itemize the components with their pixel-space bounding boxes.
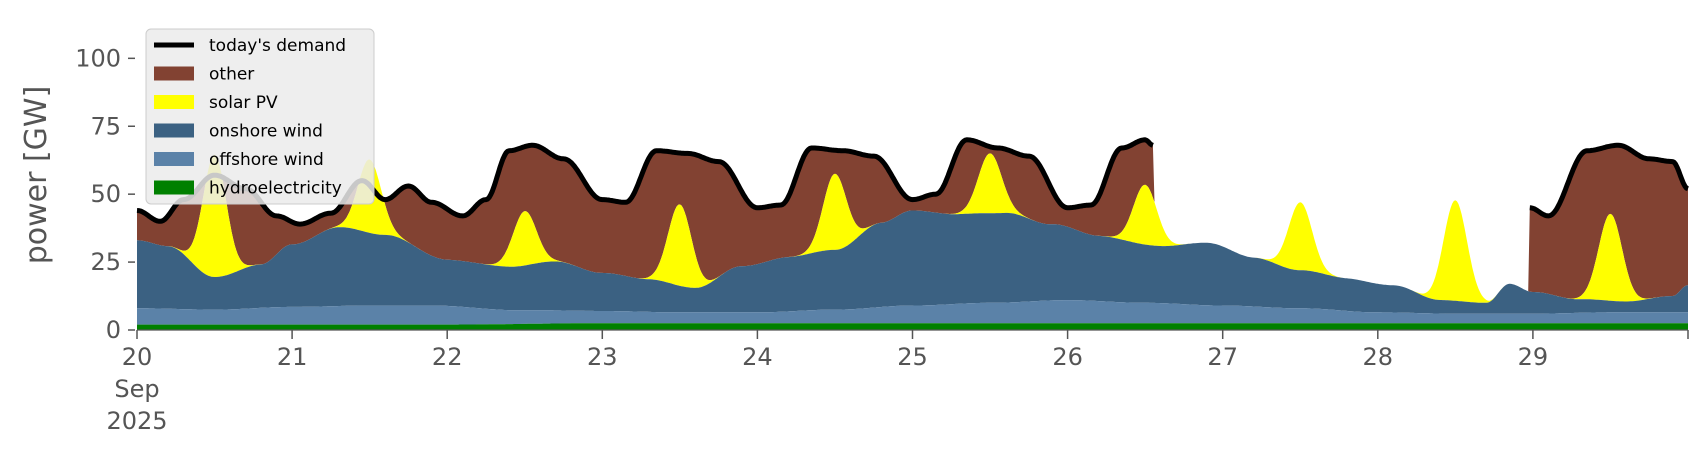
axes: 0 25 50 75 100 20 Sep 2025 21 22 23 24 25 26 27 28 29 [75,44,1689,435]
y-axis-label: power [GW] [19,86,54,265]
y-tick-label-75: 75 [90,112,121,140]
legend-label-onshore-wind: onshore wind [209,122,323,142]
area-onshore-wind [137,210,1688,314]
legend: today's demand other solar PV onshore wind o… [145,28,375,205]
area-solar-pv [137,153,1688,303]
x-tick-label-23: 23 [587,343,618,371]
legend-label-today-s-demand: today's demand [209,36,346,56]
demand-line-segment-2 [1528,142,1689,219]
legend-box [145,28,375,205]
legend-swatch-solar-pv [154,95,194,109]
x-tick-label-year: 2025 [106,407,167,435]
legend-swatch-offshore-wind [154,152,194,166]
legend-label-offshore-wind: offshore wind [209,150,324,170]
legend-label-solar-pv: solar PV [209,93,278,113]
legend-swatch-other [154,66,194,81]
x-tick-label-29: 29 [1518,343,1549,371]
x-tick-label-22: 22 [432,343,463,371]
area-other [137,139,1688,301]
area-hydroelectricity [137,323,1688,330]
x-tick-label-26: 26 [1052,343,1083,371]
legend-swatch-hydroelectricity [154,180,194,195]
y-tick-label-100: 100 [75,44,121,72]
demand-line-segment-1 [136,137,1154,227]
x-tick-label-27: 27 [1207,343,1238,371]
legend-label-other: other [209,65,254,85]
y-tick-label-50: 50 [90,180,121,208]
plot-area [136,137,1689,330]
x-tick-label-month: Sep [114,375,159,403]
x-tick-label-20: 20 [122,343,153,371]
x-tick-label-28: 28 [1363,343,1394,371]
x-tick-label-24: 24 [742,343,773,371]
x-tick-label-25: 25 [897,343,928,371]
y-tick-label-0: 0 [106,316,121,344]
legend-swatch-onshore-wind [154,123,194,138]
y-tick-label-25: 25 [90,248,121,276]
x-tick-label-21: 21 [277,343,308,371]
area-offshore-wind [137,300,1688,325]
legend-label-hydroelectricity: hydroelectricity [209,179,342,199]
